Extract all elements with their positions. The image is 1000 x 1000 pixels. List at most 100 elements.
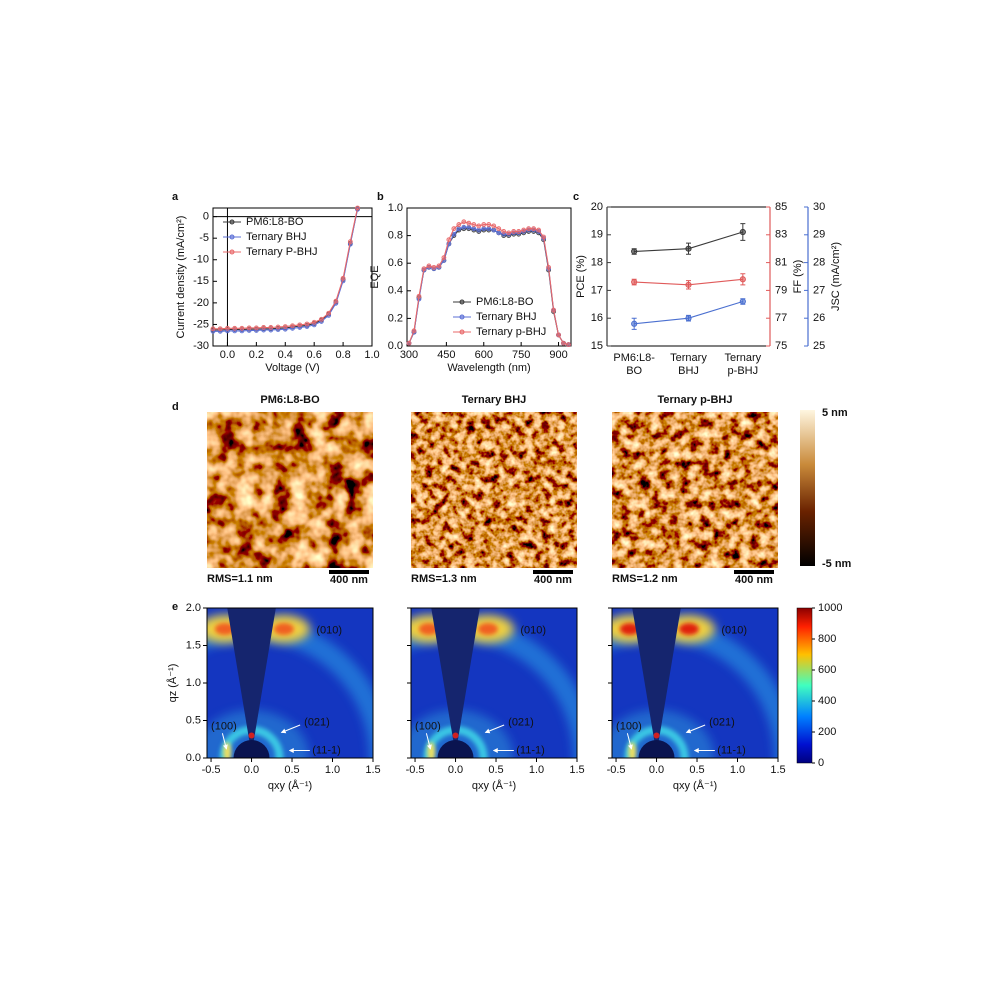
data-point — [268, 325, 274, 330]
data-point — [297, 322, 303, 328]
peak-arrow — [626, 733, 633, 750]
x-tick-label: Ternary p-BHJ — [703, 352, 783, 378]
peak-core — [273, 623, 294, 635]
scale-bar — [533, 570, 573, 574]
y-tick-label: 79 — [775, 284, 787, 296]
y-tick-label: 0.0 — [388, 340, 403, 352]
data-point — [491, 223, 497, 229]
legend-label: Ternary BHJ — [246, 231, 307, 243]
peak-arrow — [685, 724, 706, 734]
data-point — [476, 227, 482, 233]
data-point — [456, 222, 462, 227]
x-tick-label: 0.0 — [220, 349, 235, 361]
y-tick-label: 26 — [813, 312, 825, 324]
data-point — [246, 325, 252, 331]
peak-label: (11-1) — [312, 744, 341, 756]
y-tick-label: 0.6 — [388, 257, 403, 269]
peak-label: (11-1) — [717, 744, 746, 756]
peak-arrow — [425, 733, 432, 750]
x-tick-label: 1.5 — [569, 764, 584, 776]
missing-wedge — [632, 608, 681, 755]
x-tick-label: 0.8 — [335, 349, 350, 361]
beam-stop — [437, 740, 474, 758]
data-point — [466, 224, 472, 230]
legend-marker — [459, 329, 465, 335]
peak-label: (010) — [520, 624, 546, 636]
x-axis-label: qxy (Å⁻¹) — [472, 779, 516, 792]
hotspot — [223, 742, 232, 758]
y-tick-label: 17 — [591, 284, 603, 296]
data-point — [491, 227, 497, 233]
legend-marker — [229, 249, 235, 255]
data-point — [431, 266, 437, 272]
hotspot — [427, 742, 436, 758]
y-tick-label: 27 — [813, 284, 825, 296]
y-tick-label: -10 — [193, 254, 209, 266]
peak-label: (021) — [304, 717, 330, 729]
legend-label: PM6:L8-BO — [476, 296, 534, 308]
data-point — [461, 224, 467, 230]
y-tick-label: -5 — [199, 232, 209, 244]
y-axis-label: Current density (mA/cm²) — [175, 216, 187, 339]
plot-frame — [406, 207, 572, 347]
peak-label: (021) — [709, 717, 735, 729]
data-point — [685, 281, 692, 288]
data-point — [446, 237, 452, 243]
data-point — [441, 255, 447, 261]
peak-arrow — [280, 724, 301, 734]
data-point — [275, 324, 281, 330]
data-point — [217, 326, 223, 332]
scale-bar — [329, 570, 369, 574]
data-point — [456, 226, 462, 232]
x-axis-label: Voltage (V) — [265, 362, 319, 374]
x-tick-label: -0.5 — [607, 764, 626, 776]
rms-label: RMS=1.2 nm — [612, 573, 678, 585]
peak-core — [214, 623, 235, 635]
beam-stop — [233, 740, 270, 758]
data-point — [290, 323, 295, 329]
panel-label: e — [172, 601, 178, 613]
y-tick-label: 30 — [813, 201, 825, 213]
data-point — [546, 264, 551, 270]
data-point — [556, 332, 561, 338]
afm-image — [612, 412, 778, 568]
x-tick-label: 0.4 — [278, 349, 293, 361]
y-tick-label: 81 — [775, 257, 787, 269]
specular — [248, 732, 255, 739]
data-point — [536, 229, 541, 234]
giwaxs-colorbar — [796, 607, 813, 764]
data-point — [506, 230, 512, 236]
x-tick-label: 1.5 — [365, 764, 380, 776]
data-point — [521, 227, 527, 233]
y-tick-label: 0.8 — [388, 230, 403, 242]
rms-label: RMS=1.1 nm — [207, 573, 273, 585]
x-tick-label: 0.5 — [689, 764, 704, 776]
x-tick-label: 1.0 — [325, 764, 340, 776]
specular — [653, 732, 660, 739]
afm-title: Ternary p-BHJ — [658, 394, 733, 406]
data-point — [436, 263, 442, 269]
x-tick-label: 1.0 — [529, 764, 544, 776]
data-point — [631, 320, 638, 327]
y-tick-label: 0 — [203, 211, 209, 223]
scale-bar-label: 400 nm — [735, 574, 773, 586]
series-line — [213, 209, 359, 332]
x-tick-label: 750 — [512, 349, 530, 361]
data-point — [631, 278, 638, 286]
afm-colorbar — [800, 410, 815, 566]
x-tick-label: 900 — [549, 349, 567, 361]
legend-marker — [459, 314, 465, 320]
data-point — [476, 223, 482, 229]
y-tick-label: 28 — [813, 257, 825, 269]
y-tick-label: -15 — [193, 275, 209, 287]
peak-label: (100) — [616, 720, 642, 732]
y-tick-label: 29 — [813, 229, 825, 241]
x-tick-label: 300 — [400, 349, 418, 361]
peak-label: (11-1) — [516, 744, 545, 756]
y-tick-label: 1.0 — [186, 677, 201, 689]
data-point — [347, 239, 353, 245]
colorbar-label: 5 nm — [822, 407, 848, 419]
scale-bar-label: 400 nm — [330, 574, 368, 586]
y-tick-label: 0.4 — [388, 285, 403, 297]
data-point — [536, 227, 541, 233]
